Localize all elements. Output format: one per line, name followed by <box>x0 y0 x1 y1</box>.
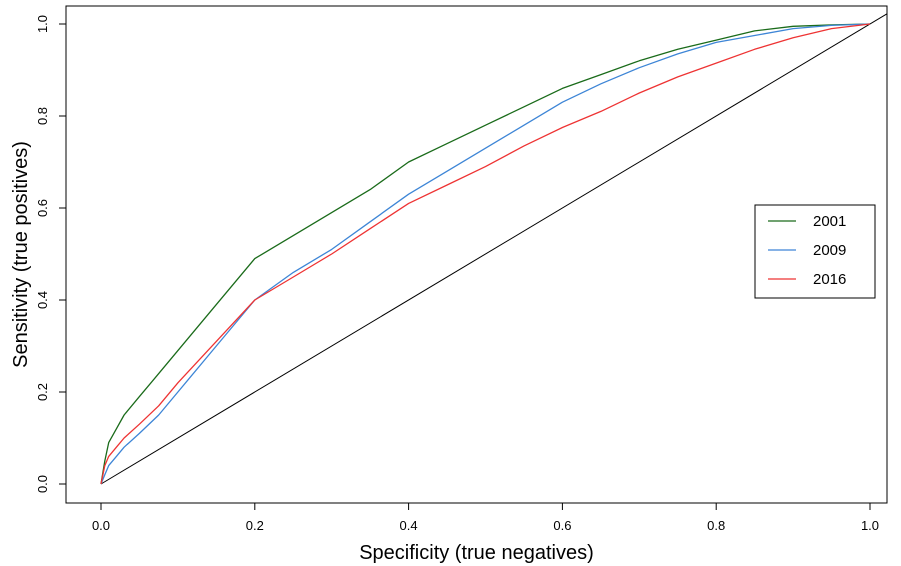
x-axis-title: Specificity (true negatives) <box>359 542 594 564</box>
y-tick-label: 0.8 <box>35 107 50 125</box>
legend: 2001 2009 2016 <box>754 204 876 299</box>
legend-label-2016: 2016 <box>813 271 846 288</box>
x-tick-label: 0.8 <box>707 518 725 533</box>
x-tick-label: 0.6 <box>553 518 571 533</box>
y-tick-label: 0.6 <box>35 199 50 217</box>
series-line-2009 <box>100 23 871 485</box>
series-layer <box>100 23 871 485</box>
y-axis-title: Sensitivity (true positives) <box>10 141 32 368</box>
y-tick-label: 0.0 <box>35 475 50 493</box>
series-line-2016 <box>100 23 871 485</box>
y-tick-label: 0.4 <box>35 291 50 309</box>
x-tick-label: 1.0 <box>861 518 879 533</box>
x-tick-label: 0.4 <box>400 518 418 533</box>
x-tick-label: 0.0 <box>92 518 110 533</box>
y-axis: 0.0 0.2 0.4 0.6 0.8 1.0 <box>35 15 66 493</box>
plot-frame <box>65 5 888 504</box>
legend-label-2001: 2001 <box>813 213 846 230</box>
x-axis: 0.0 0.2 0.4 0.6 0.8 1.0 <box>92 503 879 533</box>
y-tick-label: 1.0 <box>35 15 50 33</box>
legend-label-2009: 2009 <box>813 242 846 259</box>
series-line-2001 <box>100 23 871 485</box>
y-tick-label: 0.2 <box>35 383 50 401</box>
reference-diagonal-line <box>100 13 888 485</box>
x-tick-label: 0.2 <box>246 518 264 533</box>
